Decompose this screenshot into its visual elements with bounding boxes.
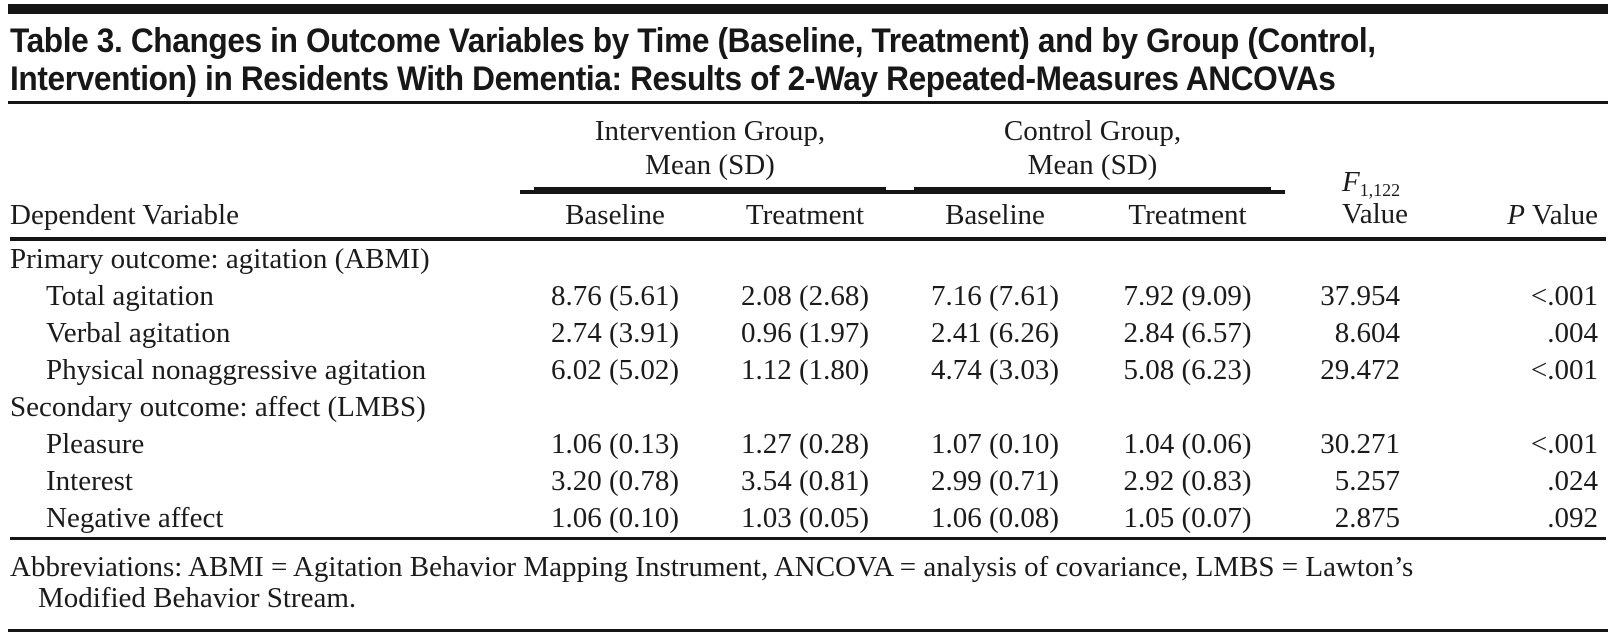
- cell-f-value: 5.257: [1334, 465, 1400, 497]
- group-header-intervention-line-1: Intervention Group,: [594, 115, 826, 147]
- group-header-control: Control Group, Mean (SD): [900, 108, 1285, 194]
- p-value-label: Value: [1531, 199, 1598, 231]
- abbreviations-footnote-line-2: Modified Behavior Stream.: [38, 582, 357, 614]
- col-header-intervention-treatment: Treatment: [710, 192, 900, 241]
- cell-control-treatment: 7.92 (9.09): [1123, 280, 1252, 312]
- row-label: Verbal agitation: [46, 317, 231, 349]
- f-degrees-of-freedom: 1,122: [1359, 180, 1401, 201]
- cell-intervention-treatment: 3.54 (0.81): [740, 465, 870, 497]
- cell-p-value: <.001: [1530, 428, 1598, 460]
- cell-control-baseline: 2.99 (0.71): [930, 465, 1060, 497]
- cell-control-treatment: 1.05 (0.07): [1090, 500, 1285, 540]
- cell-control-treatment: 1.04 (0.06): [1123, 428, 1252, 460]
- section-label: Secondary outcome: affect (LMBS): [10, 391, 426, 423]
- section-label: Primary outcome: agitation (ABMI): [10, 243, 430, 275]
- group-header-intervention: Intervention Group, Mean (SD): [520, 108, 900, 194]
- p-statistic-symbol: P: [1507, 199, 1526, 231]
- f-statistic-symbol: F: [1341, 166, 1360, 198]
- row-label: Negative affect: [10, 500, 520, 540]
- row-label: Interest: [46, 465, 133, 497]
- table-row-negative-affect: Negative affect 1.06 (0.10) 1.03 (0.05) …: [10, 500, 1606, 540]
- cell-p-value: .004: [1547, 317, 1598, 349]
- cell-intervention-treatment: 0.96 (1.97): [740, 317, 870, 349]
- cell-intervention-baseline: 2.74 (3.91): [550, 317, 680, 349]
- group-header-control-line-2: Mean (SD): [914, 148, 1271, 190]
- cell-p-value: .024: [1547, 465, 1598, 497]
- table-body: Primary outcome: agitation (ABMI) Total …: [10, 239, 1606, 540]
- table-row-verbal-agitation: Verbal agitation 2.74 (3.91) 0.96 (1.97)…: [10, 315, 1606, 352]
- cell-intervention-baseline: 6.02 (5.02): [550, 354, 680, 386]
- bottom-rule: [8, 629, 1608, 632]
- cell-intervention-treatment: 2.08 (2.68): [740, 280, 870, 312]
- cell-intervention-baseline: 8.76 (5.61): [550, 280, 680, 312]
- cell-control-baseline: 4.74 (3.03): [930, 354, 1060, 386]
- cell-p-value: .092: [1430, 500, 1606, 540]
- group-header-intervention-line-2: Mean (SD): [534, 148, 886, 190]
- sub-header-row: Baseline Treatment Baseline Treatment: [10, 192, 1606, 241]
- results-table: Dependent Variable Intervention Group, M…: [10, 108, 1606, 540]
- f-value-header-block: F1,122 Value: [1342, 166, 1408, 230]
- title-divider-rule: [8, 101, 1608, 104]
- cell-f-value: 29.472: [1320, 354, 1400, 386]
- row-label: Pleasure: [46, 428, 145, 460]
- cell-f-value: 37.954: [1320, 280, 1400, 312]
- table-row-interest: Interest 3.20 (0.78) 3.54 (0.81) 2.99 (0…: [10, 463, 1606, 500]
- cell-intervention-treatment: 1.12 (1.80): [740, 354, 870, 386]
- table-row-pleasure: Pleasure 1.06 (0.13) 1.27 (0.28) 1.07 (0…: [10, 426, 1606, 463]
- table-header: Dependent Variable Intervention Group, M…: [10, 108, 1606, 241]
- cell-intervention-treatment: 1.27 (0.28): [740, 428, 870, 460]
- abbreviations-footnote: Abbreviations: ABMI = Agitation Behavior…: [10, 552, 1606, 614]
- cell-intervention-treatment: 1.03 (0.05): [710, 500, 900, 540]
- row-label: Physical nonaggressive agitation: [46, 354, 427, 386]
- cell-control-treatment: 5.08 (6.23): [1123, 354, 1252, 386]
- table-row-total-agitation: Total agitation 8.76 (5.61) 2.08 (2.68) …: [10, 278, 1606, 315]
- cell-control-treatment: 2.84 (6.57): [1123, 317, 1252, 349]
- table-title-line-2: Intervention) in Residents With Dementia…: [10, 60, 1336, 98]
- cell-intervention-baseline: 3.20 (0.78): [550, 465, 680, 497]
- cell-control-treatment: 2.92 (0.83): [1123, 465, 1252, 497]
- col-header-control-treatment: Treatment: [1090, 192, 1285, 241]
- top-rule: [8, 4, 1608, 14]
- row-label: Total agitation: [46, 280, 214, 312]
- table-title: Table 3. Changes in Outcome Variables by…: [10, 22, 1494, 98]
- abbreviations-footnote-line-1: Abbreviations: ABMI = Agitation Behavior…: [10, 551, 1414, 583]
- col-header-f-value: F1,122 Value: [1285, 108, 1430, 241]
- group-header-control-line-1: Control Group,: [1003, 115, 1182, 147]
- cell-control-baseline: 1.07 (0.10): [930, 428, 1060, 460]
- col-header-control-baseline: Baseline: [900, 192, 1090, 241]
- col-header-dependent-variable: Dependent Variable: [10, 108, 520, 241]
- cell-f-value: 30.271: [1320, 428, 1400, 460]
- cell-intervention-baseline: 1.06 (0.13): [550, 428, 680, 460]
- cell-p-value: <.001: [1530, 354, 1598, 386]
- section-row-primary-outcome: Primary outcome: agitation (ABMI): [10, 239, 1606, 278]
- cell-f-value: 2.875: [1285, 500, 1430, 540]
- col-header-intervention-baseline: Baseline: [520, 192, 710, 241]
- cell-control-baseline: 2.41 (6.26): [930, 317, 1060, 349]
- col-header-p-value: P Value: [1430, 108, 1606, 241]
- cell-f-value: 8.604: [1334, 317, 1400, 349]
- table-title-line-1: Table 3. Changes in Outcome Variables by…: [10, 22, 1376, 60]
- table-row-physical-nonaggressive-agitation: Physical nonaggressive agitation 6.02 (5…: [10, 352, 1606, 389]
- f-value-label: Value: [1341, 198, 1408, 230]
- cell-p-value: <.001: [1530, 280, 1598, 312]
- cell-intervention-baseline: 1.06 (0.10): [520, 500, 710, 540]
- spanner-header-row: Dependent Variable Intervention Group, M…: [10, 108, 1606, 241]
- cell-control-baseline: 1.06 (0.08): [900, 500, 1090, 540]
- section-row-secondary-outcome: Secondary outcome: affect (LMBS): [10, 389, 1606, 426]
- cell-control-baseline: 7.16 (7.61): [930, 280, 1060, 312]
